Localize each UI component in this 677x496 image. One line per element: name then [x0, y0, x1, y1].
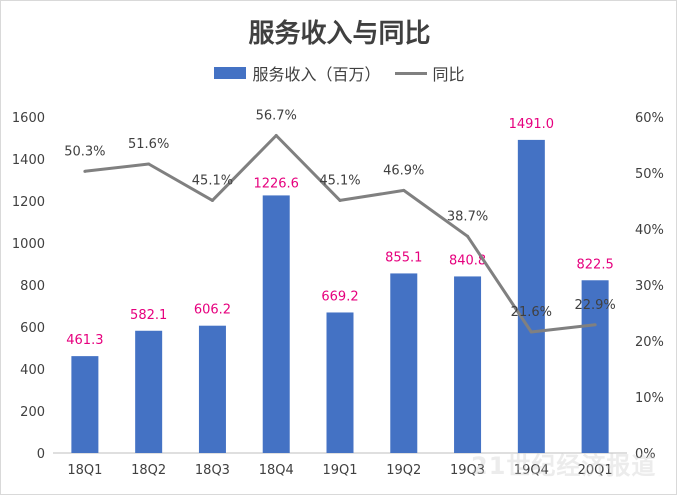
- x-tick-label: 18Q2: [131, 463, 166, 478]
- bar-data-label: 1226.6: [253, 176, 299, 191]
- y-left-tick-label: 1600: [12, 111, 45, 126]
- legend-label-revenue: 服务收入（百万）: [252, 65, 381, 84]
- y-right-tick-label: 40%: [635, 223, 664, 238]
- x-tick-label: 19Q4: [514, 463, 549, 478]
- line-point: [274, 133, 278, 137]
- x-tick-label: 20Q1: [578, 463, 613, 478]
- bar: [517, 139, 545, 453]
- line-point: [210, 198, 214, 202]
- legend-item-yoy: 同比: [394, 61, 465, 85]
- line-point: [466, 234, 470, 238]
- bar-data-label: 855.1: [385, 250, 422, 265]
- y-left-tick-label: 1400: [12, 153, 45, 168]
- line-data-label: 50.3%: [64, 144, 105, 159]
- y-right-tick-label: 60%: [635, 111, 664, 126]
- x-tick-label: 18Q1: [67, 463, 102, 478]
- x-tick-label: 19Q3: [450, 463, 485, 478]
- bar: [262, 195, 290, 453]
- bar: [71, 356, 99, 453]
- x-tick-label: 19Q2: [386, 463, 421, 478]
- x-tick-label: 18Q4: [259, 463, 294, 478]
- bar-data-label: 606.2: [194, 303, 231, 318]
- y-right-tick-label: 20%: [635, 335, 664, 350]
- legend-swatch-line: [394, 71, 427, 75]
- bar-data-label: 822.5: [577, 257, 614, 272]
- chart-title: 服务收入与同比: [248, 19, 431, 49]
- watermark-logo: 21世纪经济报道: [471, 452, 657, 480]
- line-point: [83, 169, 87, 173]
- line-data-label: 46.9%: [383, 163, 424, 178]
- y-left-tick-label: 1000: [12, 237, 45, 252]
- bar: [390, 273, 418, 453]
- bar: [454, 276, 482, 453]
- line-point: [529, 330, 533, 334]
- legend-label-yoy: 同比: [432, 65, 465, 84]
- bar-data-label: 582.1: [130, 308, 167, 323]
- bar-data-label: 840.8: [449, 253, 486, 268]
- bar-data-label: 669.2: [321, 289, 358, 304]
- y-left-tick-label: 400: [20, 363, 45, 378]
- line-data-label: 22.9%: [574, 298, 615, 313]
- y-left-tick-label: 600: [20, 321, 45, 336]
- line-data-label: 45.1%: [319, 173, 360, 188]
- bar-data-label: 1491.0: [509, 117, 555, 132]
- x-tick-label: 19Q1: [322, 463, 357, 478]
- y-right-tick-label: 50%: [635, 167, 664, 182]
- line-point: [593, 323, 597, 327]
- y-left-tick-label: 800: [20, 279, 45, 294]
- chart-legend: 服务收入（百万） 同比: [1, 61, 677, 85]
- line-data-label: 21.6%: [511, 305, 552, 320]
- legend-item-revenue: 服务收入（百万）: [214, 61, 381, 85]
- bar-data-label: 461.3: [66, 333, 103, 348]
- x-tick-label: 18Q3: [195, 463, 230, 478]
- bar: [326, 312, 354, 453]
- line-point: [147, 162, 151, 166]
- y-left-tick-label: 1200: [12, 195, 45, 210]
- bar: [135, 330, 163, 453]
- line-data-label: 45.1%: [192, 173, 233, 188]
- y-left-tick-label: 0: [37, 447, 45, 462]
- line-data-label: 56.7%: [256, 108, 297, 123]
- bar: [198, 325, 226, 453]
- line-data-label: 51.6%: [128, 137, 169, 152]
- y-left-tick-label: 200: [20, 405, 45, 420]
- y-right-tick-label: 0%: [635, 447, 656, 462]
- line-point: [402, 188, 406, 192]
- line-point: [338, 198, 342, 202]
- legend-swatch-bar: [214, 67, 247, 79]
- y-right-tick-label: 30%: [635, 279, 664, 294]
- line-data-label: 38.7%: [447, 209, 488, 224]
- y-right-tick-label: 10%: [635, 391, 664, 406]
- bar: [581, 280, 609, 453]
